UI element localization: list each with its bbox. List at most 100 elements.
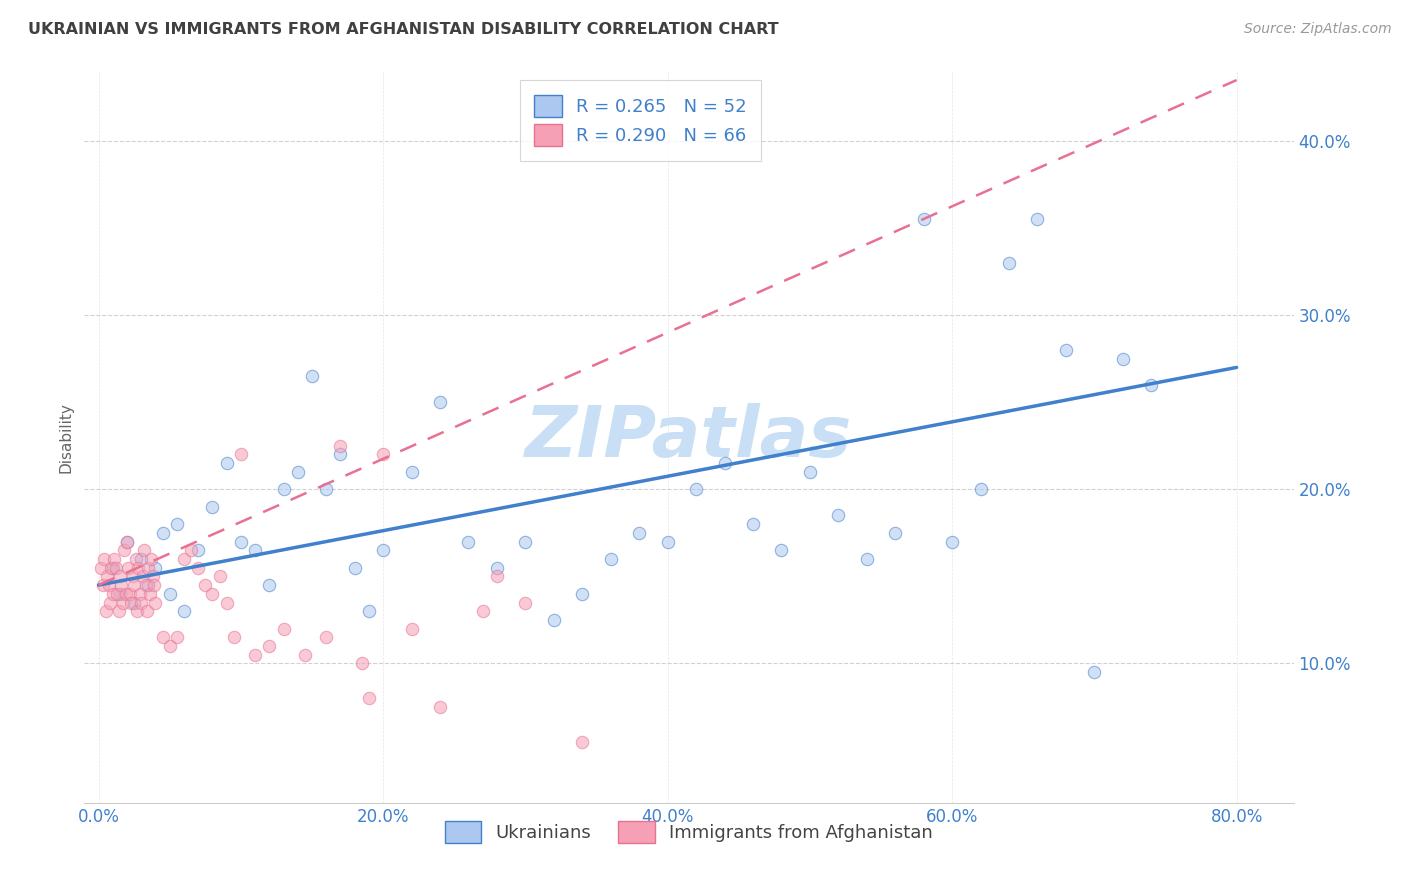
Point bbox=[229, 448, 252, 462]
Point bbox=[485, 569, 508, 583]
Point bbox=[107, 604, 129, 618]
Point bbox=[93, 552, 115, 566]
Point bbox=[145, 560, 167, 574]
Point bbox=[108, 587, 131, 601]
Point bbox=[159, 587, 181, 601]
Point bbox=[599, 552, 621, 566]
Point bbox=[143, 578, 166, 592]
Point bbox=[124, 552, 146, 566]
Point bbox=[90, 560, 112, 574]
Point bbox=[357, 691, 380, 706]
Point bbox=[685, 483, 707, 497]
Point bbox=[371, 448, 394, 462]
Point bbox=[543, 613, 565, 627]
Point bbox=[138, 560, 160, 574]
Point bbox=[243, 648, 266, 662]
Text: UKRAINIAN VS IMMIGRANTS FROM AFGHANISTAN DISABILITY CORRELATION CHART: UKRAINIAN VS IMMIGRANTS FROM AFGHANISTAN… bbox=[28, 22, 779, 37]
Point bbox=[142, 569, 165, 583]
Point bbox=[166, 517, 188, 532]
Point bbox=[515, 595, 537, 609]
Point bbox=[628, 525, 651, 540]
Point bbox=[941, 534, 963, 549]
Point bbox=[294, 648, 316, 662]
Point bbox=[187, 543, 209, 558]
Point bbox=[401, 622, 423, 636]
Point bbox=[222, 631, 245, 645]
Point bbox=[315, 631, 337, 645]
Point bbox=[138, 578, 160, 592]
Point bbox=[471, 604, 494, 618]
Point bbox=[129, 595, 152, 609]
Point bbox=[485, 560, 508, 574]
Point bbox=[121, 569, 143, 583]
Point bbox=[1140, 377, 1163, 392]
Point bbox=[884, 525, 907, 540]
Point bbox=[1083, 665, 1105, 680]
Point bbox=[329, 448, 352, 462]
Point bbox=[215, 595, 238, 609]
Point bbox=[329, 439, 352, 453]
Point bbox=[208, 569, 231, 583]
Point bbox=[108, 569, 131, 583]
Point bbox=[91, 578, 114, 592]
Point bbox=[571, 587, 593, 601]
Point bbox=[1026, 212, 1049, 227]
Point bbox=[98, 595, 121, 609]
Point bbox=[742, 517, 765, 532]
Point bbox=[135, 578, 157, 592]
Point bbox=[259, 578, 281, 592]
Point bbox=[105, 587, 128, 601]
Point bbox=[103, 552, 125, 566]
Point bbox=[998, 256, 1021, 270]
Point bbox=[100, 560, 122, 574]
Point bbox=[132, 543, 155, 558]
Point bbox=[259, 639, 281, 653]
Point bbox=[127, 560, 149, 574]
Legend: Ukrainians, Immigrants from Afghanistan: Ukrainians, Immigrants from Afghanistan bbox=[436, 813, 942, 852]
Point bbox=[429, 395, 451, 409]
Text: Source: ZipAtlas.com: Source: ZipAtlas.com bbox=[1244, 22, 1392, 37]
Point bbox=[301, 369, 323, 384]
Point bbox=[457, 534, 479, 549]
Point bbox=[152, 525, 174, 540]
Point bbox=[145, 595, 167, 609]
Point bbox=[166, 631, 188, 645]
Point bbox=[855, 552, 877, 566]
Point bbox=[122, 595, 145, 609]
Point bbox=[350, 657, 373, 671]
Point bbox=[101, 587, 124, 601]
Point bbox=[152, 631, 174, 645]
Point bbox=[1054, 343, 1077, 357]
Point bbox=[94, 604, 117, 618]
Point bbox=[912, 212, 935, 227]
Point bbox=[97, 578, 120, 592]
Point bbox=[117, 560, 139, 574]
Point bbox=[120, 595, 142, 609]
Point bbox=[159, 639, 181, 653]
Point bbox=[657, 534, 679, 549]
Point bbox=[401, 465, 423, 479]
Point bbox=[136, 604, 159, 618]
Point bbox=[141, 552, 163, 566]
Point bbox=[315, 483, 337, 497]
Point bbox=[128, 587, 150, 601]
Point bbox=[201, 500, 224, 514]
Point bbox=[215, 456, 238, 470]
Point bbox=[112, 543, 135, 558]
Point bbox=[229, 534, 252, 549]
Y-axis label: Disability: Disability bbox=[58, 401, 73, 473]
Point bbox=[194, 578, 217, 592]
Point bbox=[799, 465, 821, 479]
Text: ZIPatlas: ZIPatlas bbox=[526, 402, 852, 472]
Point bbox=[104, 560, 127, 574]
Point bbox=[114, 587, 136, 601]
Point bbox=[187, 560, 209, 574]
Point bbox=[357, 604, 380, 618]
Point bbox=[371, 543, 394, 558]
Point bbox=[131, 569, 153, 583]
Point bbox=[827, 508, 849, 523]
Point bbox=[515, 534, 537, 549]
Point bbox=[115, 534, 138, 549]
Point bbox=[118, 587, 141, 601]
Point bbox=[713, 456, 735, 470]
